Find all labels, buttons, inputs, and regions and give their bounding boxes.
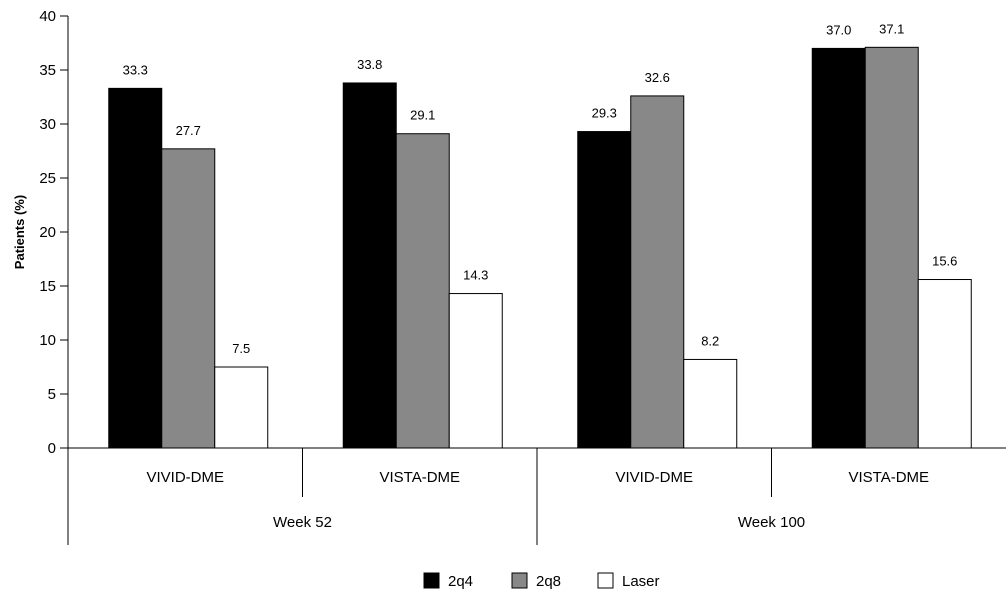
y-tick-label: 30 — [39, 116, 56, 133]
category-label: VIVID-DME — [146, 469, 224, 486]
y-axis-label: Patients (%) — [12, 195, 27, 269]
legend-swatch-laser — [597, 572, 614, 589]
y-tick-label: 40 — [39, 8, 56, 25]
y-tick-label: 0 — [48, 440, 56, 457]
bars — [108, 46, 972, 449]
y-tick-label: 10 — [39, 332, 56, 349]
y-tick-label: 35 — [39, 62, 56, 79]
category-label: VISTA-DME — [848, 469, 929, 486]
data-label: 33.8 — [357, 57, 382, 72]
x-axis: VIVID-DME VISTA-DME VIVID-DME VISTA-DME Week… — [67, 448, 929, 545]
y-tick-label: 20 — [39, 224, 56, 241]
data-label: 8.2 — [701, 333, 719, 348]
data-label: 37.0 — [826, 22, 851, 37]
bar-2q8-3 — [864, 46, 919, 449]
legend-label: 2q8 — [536, 573, 561, 590]
data-label: 33.3 — [123, 62, 148, 77]
group-label: Week 100 — [738, 514, 805, 531]
bar-laser-1 — [448, 293, 503, 449]
data-label: 27.7 — [176, 123, 201, 138]
data-label: 29.1 — [410, 108, 435, 123]
bar-2q8-0 — [161, 148, 216, 449]
bar-2q4-3 — [811, 47, 866, 449]
data-label: 15.6 — [932, 254, 957, 269]
data-label: 32.6 — [645, 70, 670, 85]
group-label: Week 52 — [273, 514, 332, 531]
bar-2q8-2 — [630, 95, 685, 449]
bar-2q4-2 — [577, 131, 632, 449]
y-tick-label: 15 — [39, 278, 56, 295]
bar-laser-3 — [917, 279, 972, 449]
legend-swatch-2q4 — [423, 572, 440, 589]
data-label: 14.3 — [463, 268, 488, 283]
y-tick-label: 5 — [48, 386, 56, 403]
bar-2q8-1 — [395, 133, 450, 449]
y-tick-label: 25 — [39, 170, 56, 187]
bar-laser-2 — [683, 358, 738, 449]
bar-2q4-0 — [108, 87, 163, 449]
bar-2q4-1 — [342, 82, 397, 449]
legend: 2q4 2q8 Laser — [423, 572, 660, 590]
data-label: 37.1 — [879, 21, 904, 36]
category-label: VIVID-DME — [615, 469, 693, 486]
data-label: 7.5 — [232, 341, 250, 356]
legend-label: 2q4 — [448, 573, 473, 590]
legend-swatch-2q8 — [511, 572, 528, 589]
data-labels: 33.3 27.7 7.5 33.8 29.1 14.3 29.3 32.6 8.2 37.0 37… — [123, 21, 958, 356]
bar-laser-0 — [214, 366, 269, 449]
data-label: 29.3 — [592, 106, 617, 121]
legend-label: Laser — [622, 573, 660, 590]
category-label: VISTA-DME — [379, 469, 460, 486]
